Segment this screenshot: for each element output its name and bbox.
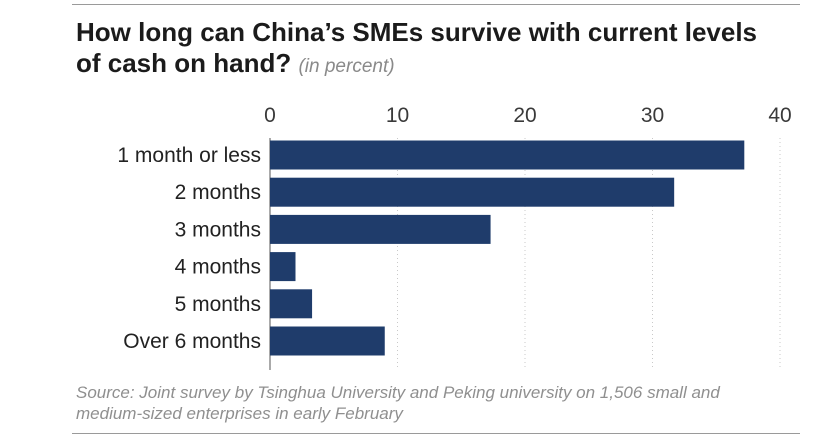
category-label: 5 months [175, 293, 261, 316]
category-label: 3 months [175, 218, 261, 241]
source-note: Source: Joint survey by Tsinghua Univers… [76, 383, 720, 423]
x-tick-label: 40 [768, 104, 791, 127]
x-tick-label: 20 [513, 104, 536, 127]
bar [270, 289, 313, 319]
chart-subtitle: (in percent) [298, 56, 395, 77]
chart-title-text: How long can China’s SMEs survive with c… [76, 17, 758, 78]
bar [270, 140, 745, 170]
chart-title: How long can China’s SMEs survive with c… [76, 17, 776, 82]
category-label: 1 month or less [117, 144, 261, 167]
category-label: 2 months [175, 181, 261, 204]
bar [270, 214, 491, 244]
bar [270, 177, 675, 207]
x-tick-label: 30 [641, 104, 664, 127]
bottom-rule [72, 433, 800, 434]
bar [270, 326, 385, 356]
category-label: 4 months [175, 256, 261, 279]
x-tick-label: 10 [386, 104, 409, 127]
bar [270, 252, 296, 282]
category-label: Over 6 months [123, 330, 261, 353]
x-tick-label: 0 [264, 104, 276, 127]
top-rule [72, 4, 800, 5]
